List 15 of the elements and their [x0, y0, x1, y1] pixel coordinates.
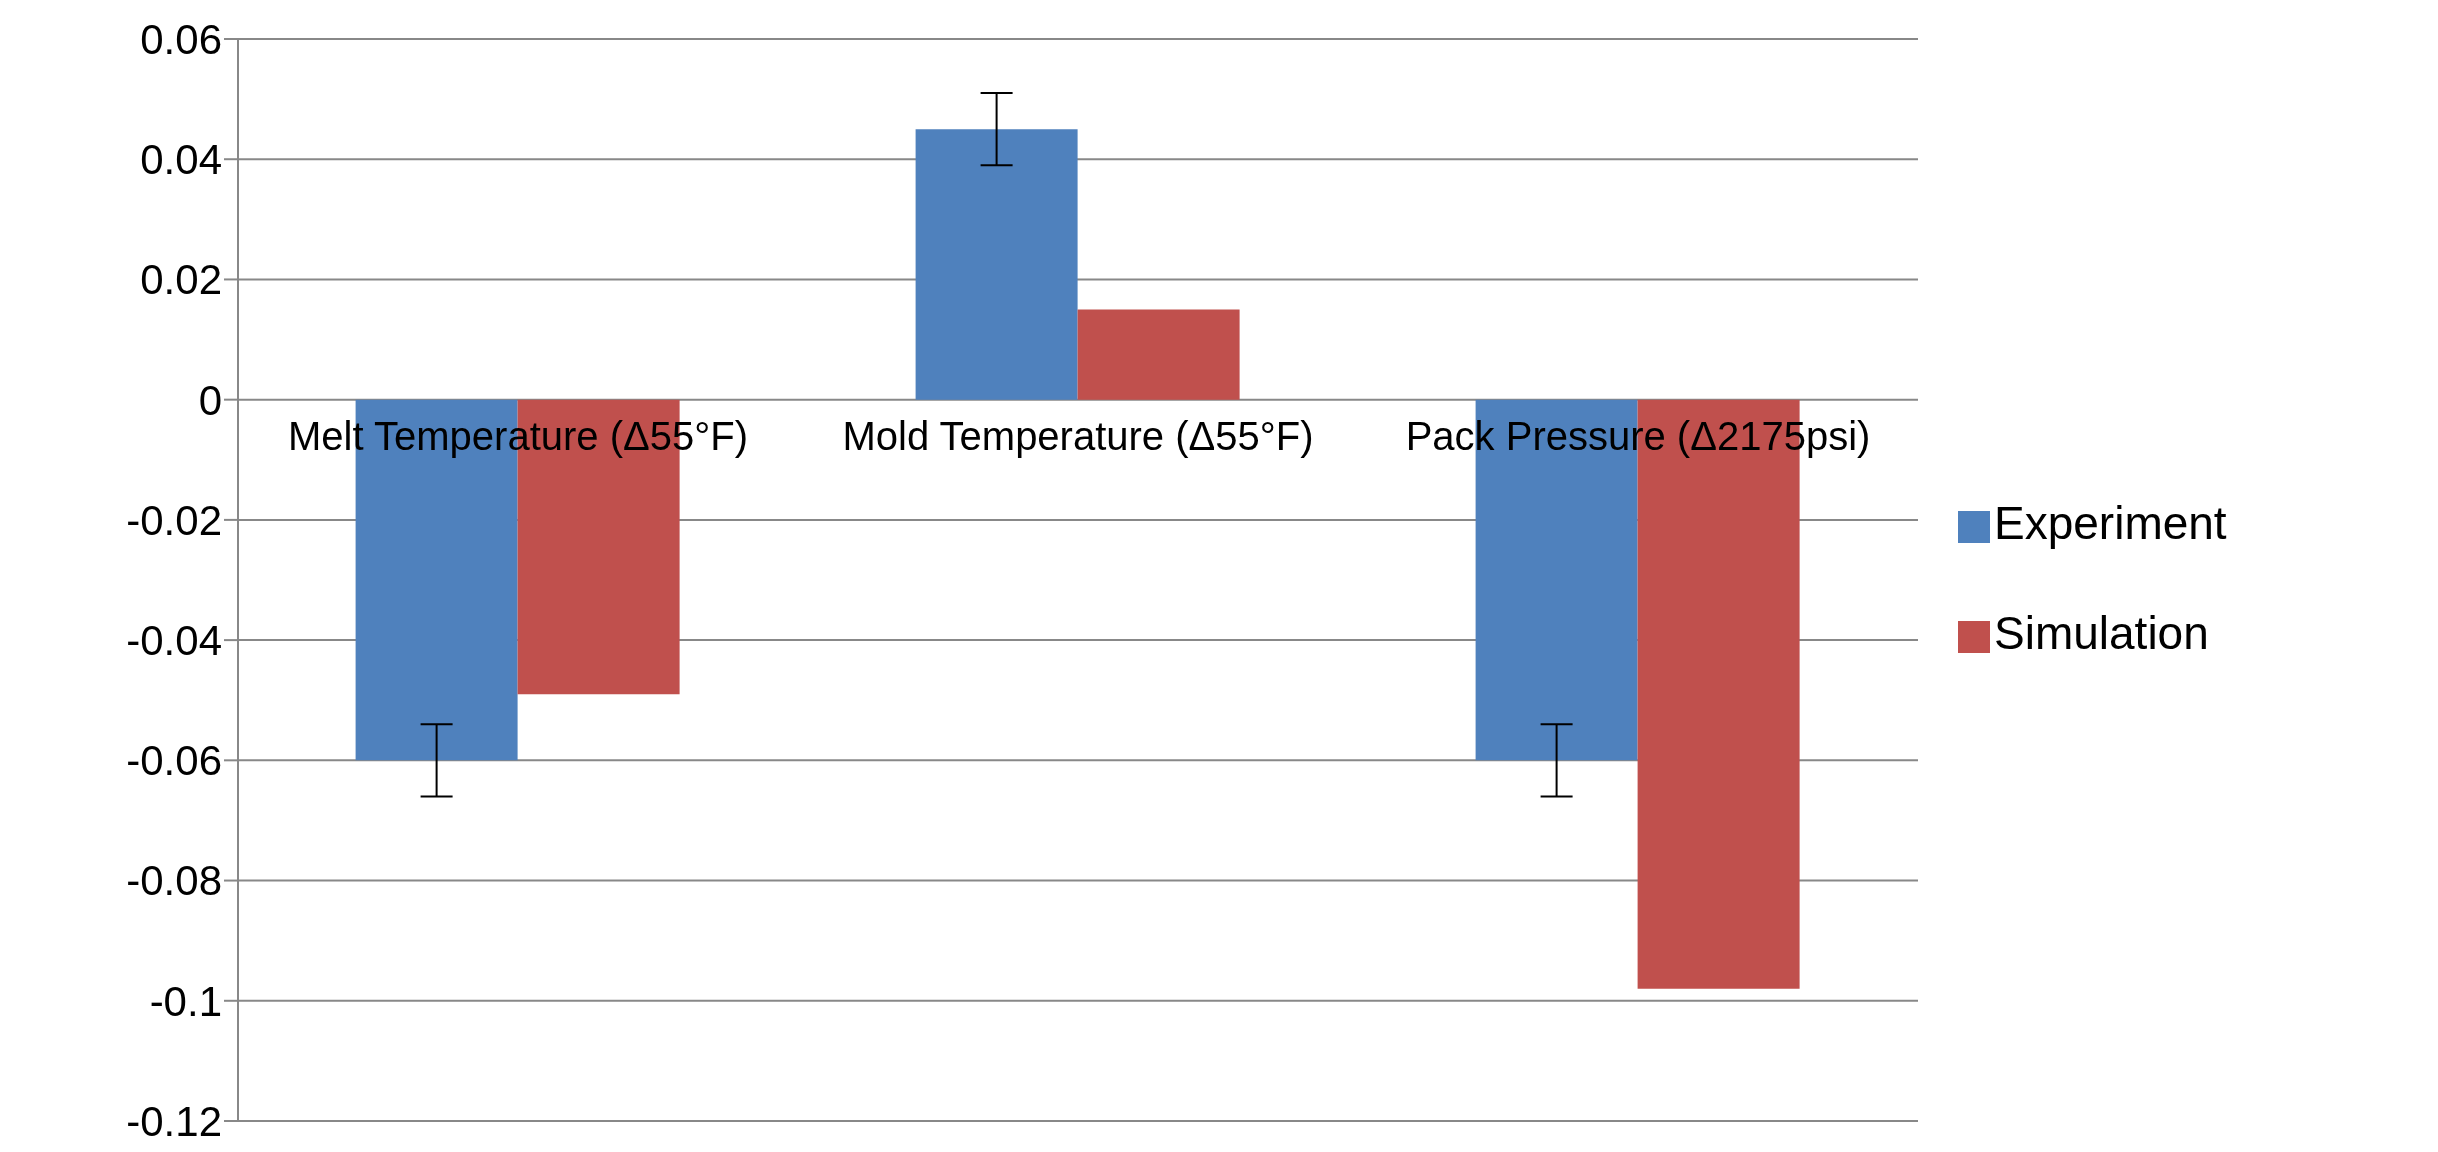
- y-tick-label: -0.08: [126, 857, 222, 905]
- y-tick-label: 0.06: [140, 15, 222, 63]
- y-tick-label: 0.02: [140, 256, 222, 304]
- y-tick-label: 0.04: [140, 136, 222, 184]
- legend-label: Simulation: [1994, 607, 2209, 659]
- bar: [1077, 309, 1240, 400]
- y-tick-label: 0: [198, 376, 222, 424]
- y-tick-label: -0.1: [149, 977, 222, 1025]
- y-tick-label: -0.12: [126, 1097, 222, 1145]
- y-tick-label: -0.02: [126, 496, 222, 544]
- y-tick-label: -0.04: [126, 617, 222, 665]
- legend-label: Experiment: [1994, 497, 2227, 549]
- y-tick-label: -0.06: [126, 737, 222, 785]
- x-tick-label: Mold Temperature (Δ55°F): [842, 414, 1314, 459]
- bar: [915, 129, 1078, 400]
